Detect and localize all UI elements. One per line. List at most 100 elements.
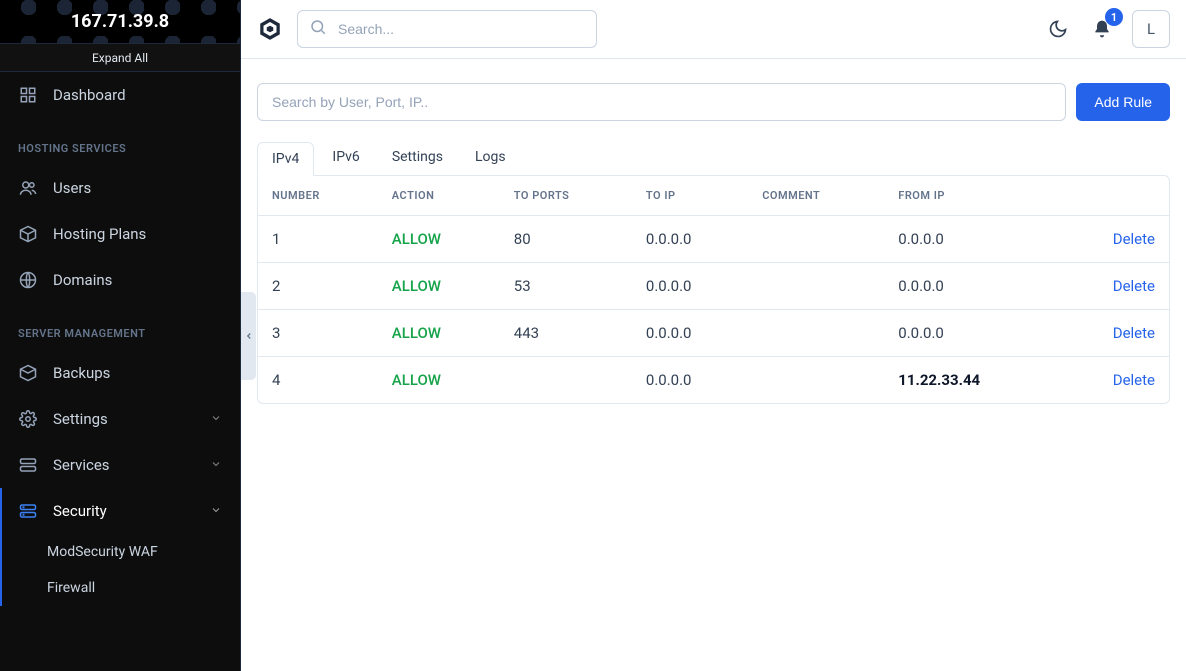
topbar-right: 1 L — [1044, 10, 1170, 48]
sidebar-item-dashboard[interactable]: Dashboard — [0, 72, 240, 118]
sidebar-item-label: Hosting Plans — [53, 225, 146, 243]
server-icon — [18, 455, 38, 475]
sidebar-item-label: Users — [53, 179, 91, 197]
expand-all-button[interactable]: Expand All — [0, 44, 240, 72]
sidebar-sub-modsecurity[interactable]: ModSecurity WAF — [2, 534, 240, 570]
sidebar-item-label: Security — [53, 502, 107, 520]
theme-toggle-button[interactable] — [1044, 15, 1072, 43]
cell-toip: 0.0.0.0 — [632, 216, 748, 263]
sidebar-item-label: Domains — [53, 271, 112, 289]
delete-link[interactable]: Delete — [1113, 324, 1155, 342]
delete-link[interactable]: Delete — [1113, 230, 1155, 248]
cell-toip: 0.0.0.0 — [632, 263, 748, 310]
cell-toports — [500, 357, 632, 404]
delete-link[interactable]: Delete — [1113, 371, 1155, 389]
cell-number: 1 — [258, 216, 378, 263]
cell-toports: 80 — [500, 216, 632, 263]
chevron-down-icon — [210, 502, 222, 520]
sidebar-security-group: Security ModSecurity WAF Firewall — [0, 488, 240, 606]
cell-action: ALLOW — [378, 216, 500, 263]
cell-comment — [748, 310, 884, 357]
logo-icon — [257, 16, 283, 42]
tab-settings[interactable]: Settings — [378, 141, 457, 175]
tab-ipv4[interactable]: IPv4 — [257, 142, 314, 176]
search-icon — [309, 18, 327, 40]
cell-delete: Delete — [1058, 357, 1169, 404]
cell-comment — [748, 216, 884, 263]
archive-icon — [18, 363, 38, 383]
col-comment: COMMENT — [748, 176, 884, 216]
cell-fromip: 0.0.0.0 — [884, 263, 1058, 310]
sidebar-item-users[interactable]: Users — [0, 165, 240, 211]
cell-action: ALLOW — [378, 310, 500, 357]
section-hosting: HOSTING SERVICES — [0, 118, 240, 165]
content: Add Rule IPv4 IPv6 Settings Logs NUMBER … — [241, 59, 1186, 671]
cell-toip: 0.0.0.0 — [632, 310, 748, 357]
cell-number: 2 — [258, 263, 378, 310]
cell-fromip: 11.22.33.44 — [884, 357, 1058, 404]
col-fromip: FROM IP — [884, 176, 1058, 216]
server-ip: 167.71.39.8 — [71, 11, 169, 32]
sidebar-item-label: Services — [53, 456, 110, 474]
action-row: Add Rule — [257, 83, 1170, 121]
section-server: SERVER MANAGEMENT — [0, 303, 240, 350]
cell-toports: 443 — [500, 310, 632, 357]
notifications-button[interactable]: 1 — [1088, 15, 1116, 43]
add-rule-button[interactable]: Add Rule — [1076, 83, 1170, 121]
col-number: NUMBER — [258, 176, 378, 216]
tab-logs[interactable]: Logs — [461, 141, 520, 175]
cell-fromip: 0.0.0.0 — [884, 310, 1058, 357]
sidebar-item-label: Backups — [53, 364, 110, 382]
firewall-table: NUMBER ACTION TO PORTS TO IP COMMENT FRO… — [257, 175, 1170, 404]
table-row: 3ALLOW4430.0.0.00.0.0.0Delete — [258, 310, 1169, 357]
sidebar-item-backups[interactable]: Backups — [0, 350, 240, 396]
cell-delete: Delete — [1058, 216, 1169, 263]
dashboard-icon — [18, 85, 38, 105]
tabs: IPv4 IPv6 Settings Logs — [257, 141, 1170, 175]
cell-toports: 53 — [500, 263, 632, 310]
avatar-button[interactable]: L — [1132, 10, 1170, 48]
sidebar-sub-firewall[interactable]: Firewall — [2, 570, 240, 606]
cell-action: ALLOW — [378, 263, 500, 310]
cell-comment — [748, 357, 884, 404]
main: 1 L Add Rule IPv4 IPv6 Settings Logs NUM… — [241, 0, 1186, 671]
sidebar-header: 167.71.39.8 — [0, 0, 240, 44]
col-toports: TO PORTS — [500, 176, 632, 216]
table-row: 1ALLOW800.0.0.00.0.0.0Delete — [258, 216, 1169, 263]
filter-input[interactable] — [257, 83, 1066, 121]
cell-toip: 0.0.0.0 — [632, 357, 748, 404]
gear-icon — [18, 409, 38, 429]
cell-action: ALLOW — [378, 357, 500, 404]
table-row: 4ALLOW 0.0.0.0 11.22.33.44 Delete — [258, 357, 1169, 404]
chevron-down-icon — [210, 456, 222, 474]
table-row: 2ALLOW530.0.0.00.0.0.0Delete — [258, 263, 1169, 310]
sidebar-item-domains[interactable]: Domains — [0, 257, 240, 303]
sidebar-item-settings[interactable]: Settings — [0, 396, 240, 442]
users-icon — [18, 178, 38, 198]
sidebar: 167.71.39.8 Expand All Dashboard HOSTING… — [0, 0, 241, 671]
col-toip: TO IP — [632, 176, 748, 216]
cell-number: 4 — [258, 357, 378, 404]
globe-icon — [18, 270, 38, 290]
cell-number: 3 — [258, 310, 378, 357]
chevron-down-icon — [210, 410, 222, 428]
global-search — [297, 10, 597, 48]
shield-icon — [18, 501, 38, 521]
delete-link[interactable]: Delete — [1113, 277, 1155, 295]
box-icon — [18, 224, 38, 244]
sidebar-item-security[interactable]: Security — [2, 488, 240, 534]
sidebar-item-services[interactable]: Services — [0, 442, 240, 488]
cell-comment — [748, 263, 884, 310]
cell-fromip: 0.0.0.0 — [884, 216, 1058, 263]
sidebar-item-label: Dashboard — [53, 86, 126, 104]
col-action: ACTION — [378, 176, 500, 216]
notification-badge: 1 — [1105, 8, 1123, 26]
search-input[interactable] — [297, 10, 597, 48]
topbar: 1 L — [241, 0, 1186, 59]
collapse-sidebar-button[interactable] — [241, 292, 256, 380]
sidebar-item-hosting-plans[interactable]: Hosting Plans — [0, 211, 240, 257]
sidebar-item-label: Settings — [53, 410, 108, 428]
cell-delete: Delete — [1058, 263, 1169, 310]
cell-delete: Delete — [1058, 310, 1169, 357]
tab-ipv6[interactable]: IPv6 — [318, 141, 373, 175]
